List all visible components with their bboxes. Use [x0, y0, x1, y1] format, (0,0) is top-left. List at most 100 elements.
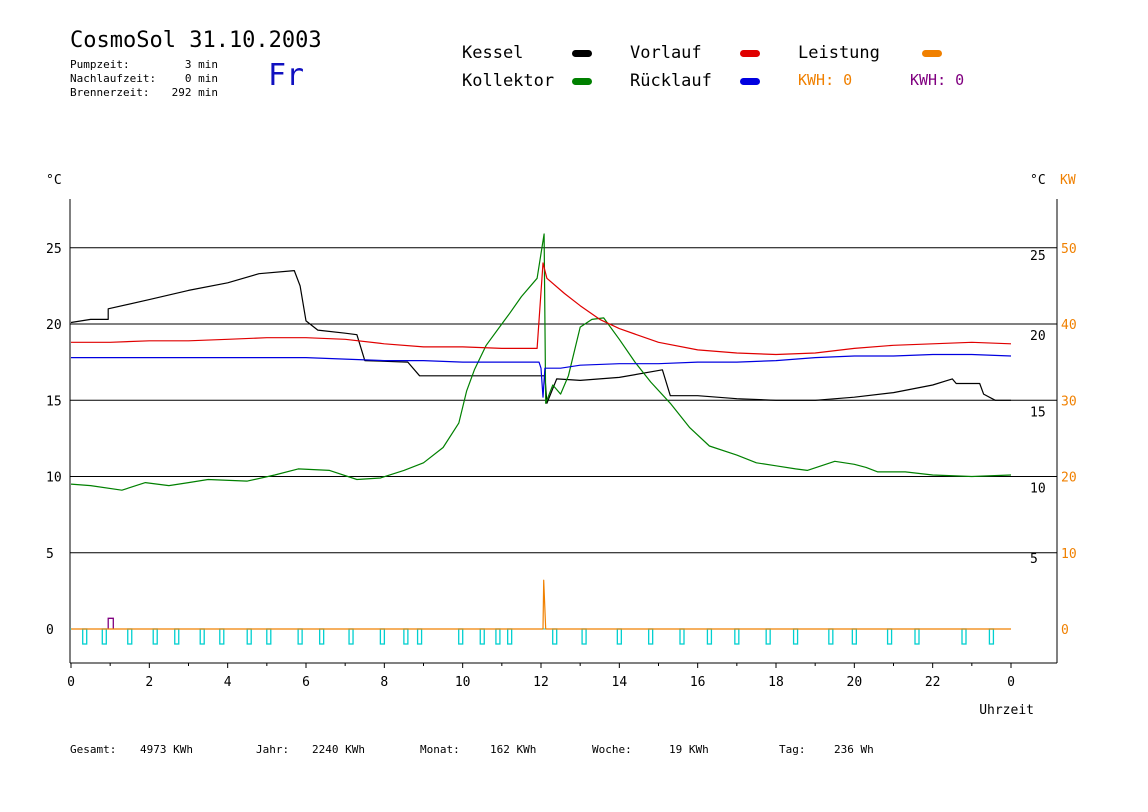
y-left-tick-label: 15 — [46, 394, 62, 409]
y-left-tick-label: 25 — [46, 242, 62, 257]
summary-tag-value: 236 Wh — [834, 743, 874, 756]
stat-value-nachlaufzeit: 0 min — [184, 72, 218, 85]
stat-label-brennerzeit: Brennerzeit: — [70, 86, 150, 99]
y-kw-tick-label: 40 — [1061, 318, 1077, 333]
weekday-label: Fr — [268, 58, 305, 93]
pump-on-marker — [961, 628, 967, 645]
y-left-tick-label: 0 — [46, 623, 54, 638]
summary-gesamt-label: Gesamt: — [70, 743, 117, 756]
y-kw-tick-label: 30 — [1061, 394, 1077, 409]
pump-on-marker — [828, 628, 834, 645]
legend-kollektor-label: Kollektor — [462, 71, 555, 91]
y-left-tick-label: 10 — [46, 471, 62, 486]
pump-on-marker — [679, 628, 685, 645]
series-line-vorlauf — [71, 262, 1012, 356]
summary-jahr-label: Jahr: — [256, 743, 290, 756]
pump-on-marker — [246, 628, 252, 645]
y-left-unit: °C — [46, 173, 62, 188]
pump-on-marker — [988, 628, 995, 645]
y-right-unit: °C — [1030, 173, 1046, 188]
legend-kessel-label: Kessel — [462, 43, 524, 63]
x-tick-label: 16 — [690, 675, 706, 690]
pump-on-marker — [152, 628, 158, 645]
y-right-tick-label: 15 — [1030, 405, 1046, 420]
y-right-tick-label: 10 — [1030, 482, 1046, 497]
y-kw-unit: KW — [1060, 173, 1076, 188]
pump-on-marker — [101, 628, 107, 645]
x-tick-label: 20 — [847, 675, 863, 690]
summary-jahr-value: 2240 KWh — [312, 743, 365, 756]
legend-vorlauf-swatch — [740, 50, 760, 57]
pump-on-marker — [734, 628, 740, 645]
y-kw-tick-label: 20 — [1061, 471, 1077, 486]
summary-monat-value: 162 KWh — [490, 743, 537, 756]
y-right-tick-label: 25 — [1030, 249, 1046, 264]
stat-label-nachlaufzeit: Nachlaufzeit: — [70, 72, 157, 85]
stat-value-brennerzeit: 292 min — [171, 86, 218, 99]
legend-kwh-purple: KWH: 0 — [910, 71, 965, 89]
legend-kessel-swatch — [572, 50, 592, 57]
legend-kwh-orange: KWH: 0 — [798, 71, 853, 89]
pump-on-marker — [458, 628, 464, 645]
pump-on-marker — [792, 628, 799, 645]
x-tick-label: 14 — [612, 675, 628, 690]
legend-leistung-swatch — [922, 50, 942, 57]
series-line-kollektor — [70, 233, 1012, 491]
pump-on-marker — [552, 628, 558, 645]
summary-monat-label: Monat: — [420, 743, 460, 756]
pump-on-marker — [82, 628, 88, 645]
summary-gesamt-value: 4973 KWh — [140, 743, 193, 756]
x-tick-label: 8 — [380, 675, 388, 690]
legend-leistung-label: Leistung — [798, 43, 880, 63]
pump-on-marker — [648, 628, 654, 645]
summary-woche-label: Woche: — [592, 743, 632, 756]
pump-on-marker — [379, 628, 386, 645]
summary-woche-value: 19 KWh — [669, 743, 709, 756]
x-tick-label: 4 — [224, 675, 232, 690]
pump-on-marker — [174, 628, 180, 645]
legend-kollektor-swatch — [572, 78, 592, 85]
y-left-tick-label: 20 — [46, 318, 62, 333]
pump-on-marker — [495, 628, 501, 645]
x-tick-label: 6 — [302, 675, 310, 690]
x-tick-label: 18 — [768, 675, 784, 690]
pump-on-marker — [479, 628, 485, 645]
stat-label-pumpzeit: Pumpzeit: — [70, 58, 130, 71]
pump-on-marker — [416, 628, 423, 645]
x-tick-label: 0 — [1007, 675, 1015, 690]
y-right-tick-label: 5 — [1030, 552, 1038, 567]
x-axis-label: Uhrzeit — [979, 703, 1034, 718]
pump-on-marker — [886, 628, 893, 645]
legend-ruecklauf-label: Rücklauf — [630, 71, 712, 91]
y-kw-tick-label: 10 — [1061, 547, 1077, 562]
series-line-ruecklauf — [71, 353, 1012, 398]
pump-on-marker — [297, 628, 303, 645]
pump-on-marker — [706, 628, 713, 645]
chart-title: CosmoSol 31.10.2003 — [70, 28, 322, 53]
purple-power-bump — [107, 617, 114, 629]
y-kw-tick-label: 50 — [1061, 242, 1077, 257]
pump-on-marker — [127, 628, 133, 645]
summary-tag-label: Tag: — [779, 743, 806, 756]
x-tick-label: 2 — [145, 675, 153, 690]
legend-vorlauf-label: Vorlauf — [630, 43, 702, 63]
pump-on-marker — [914, 628, 920, 645]
pump-on-marker — [765, 628, 771, 645]
y-right-tick-label: 20 — [1030, 329, 1046, 344]
y-kw-tick-label: 0 — [1061, 623, 1069, 638]
pump-on-marker — [199, 628, 205, 645]
pump-on-marker — [219, 628, 225, 645]
pump-on-marker — [581, 628, 587, 645]
pump-on-marker — [616, 628, 622, 645]
series-line-leistung — [71, 579, 1011, 630]
pump-on-marker — [507, 628, 513, 645]
pump-on-marker — [319, 628, 325, 645]
x-tick-label: 22 — [925, 675, 941, 690]
x-tick-label: 12 — [533, 675, 549, 690]
pump-on-marker — [403, 628, 409, 645]
pump-on-marker — [851, 628, 857, 645]
stat-value-pumpzeit: 3 min — [184, 58, 218, 71]
legend-ruecklauf-swatch — [740, 78, 760, 85]
pump-on-marker — [348, 628, 354, 645]
